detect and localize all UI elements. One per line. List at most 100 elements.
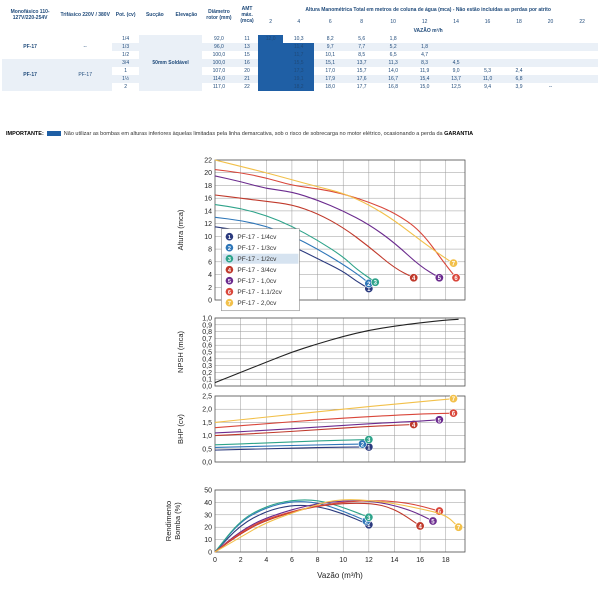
head-value-cell bbox=[534, 51, 567, 59]
head-value-cell: 12,5 bbox=[440, 83, 472, 91]
y-axis-label: RendimentoBomba (%) bbox=[164, 501, 182, 541]
head-curve bbox=[214, 175, 440, 279]
head-value-cell bbox=[534, 67, 567, 75]
head-value-cell bbox=[258, 51, 283, 59]
head-value-cell bbox=[471, 51, 504, 59]
pot-cell: 1½ bbox=[112, 75, 140, 83]
head-value-cell: 10,3 bbox=[283, 35, 315, 43]
head-value-cell bbox=[440, 51, 472, 59]
y-tick-label: 1,0 bbox=[202, 433, 212, 440]
series-marker-eff bbox=[428, 516, 438, 526]
pot-cell: 1 bbox=[112, 67, 140, 75]
panel-frame bbox=[214, 159, 466, 301]
y-tick-label: 10 bbox=[204, 234, 212, 241]
head-value-cell: 15,0 bbox=[408, 83, 441, 91]
series-marker-num: 3 bbox=[367, 438, 371, 444]
series-marker-num: 7 bbox=[457, 526, 461, 532]
series-marker-head bbox=[451, 273, 461, 283]
head-value-cell: 18,2 bbox=[283, 83, 315, 91]
flow-header: 12 bbox=[421, 18, 428, 25]
y-axis-label: NPSH (mca) bbox=[176, 330, 185, 373]
pot-cell: 2 bbox=[112, 83, 140, 91]
head-value-cell: 19,1 bbox=[283, 75, 315, 83]
x-tick-label: 2 bbox=[239, 557, 243, 564]
eff-curve bbox=[214, 504, 370, 553]
head-curve bbox=[214, 159, 454, 264]
head-value-cell bbox=[503, 43, 535, 51]
header-succao: Sucção bbox=[145, 11, 164, 18]
warning-swatch bbox=[46, 131, 61, 137]
series-marker-num: 7 bbox=[452, 397, 456, 403]
legend-item: PF-17 - 1,0cv bbox=[237, 278, 277, 285]
y-tick-label: 50 bbox=[204, 488, 212, 495]
header-amt: AMT máx. (mca) bbox=[240, 5, 254, 24]
series-marker-bhp bbox=[448, 408, 458, 418]
x-tick-label: 4 bbox=[264, 557, 268, 564]
warning-text: Não utilizar as bombas em alturas inferi… bbox=[63, 131, 443, 137]
table-row: PF-17 -- 1/4 50mm Soldável 92,0 11 12,0 10,3 8,2… bbox=[2, 35, 598, 91]
series-marker-num: 4 bbox=[412, 276, 416, 282]
table-row: 2 117,0 22 18,2 18,0 17,7 16,8 15,0 12,5 9,4 3,9 -- bbox=[2, 83, 598, 91]
series-marker-num: 5 bbox=[431, 520, 435, 526]
head-value-cell: 14,0 bbox=[377, 67, 409, 75]
legend-item: PF-17 - 1/3cv bbox=[237, 245, 277, 252]
y-tick-label: 12 bbox=[204, 221, 212, 228]
panel-frame bbox=[214, 489, 466, 553]
legend-item: PF-17 - 3/4cv bbox=[237, 267, 277, 274]
y-tick-label: 20 bbox=[204, 170, 212, 177]
head-curve bbox=[214, 194, 414, 279]
head-value-cell: 11,3 bbox=[377, 59, 409, 67]
head-value-cell bbox=[534, 43, 567, 51]
head-value-cell bbox=[408, 35, 441, 43]
head-value-cell: 6,5 bbox=[377, 51, 409, 59]
flow-header: 18 bbox=[516, 18, 522, 25]
head-value-cell: 13,7 bbox=[440, 75, 472, 83]
series-marker-num: 1 bbox=[367, 445, 371, 451]
pot-cell: 3/4 bbox=[112, 59, 140, 67]
series-marker-num: 6 bbox=[454, 276, 458, 282]
series-marker-num: 5 bbox=[438, 276, 442, 282]
head-value-cell bbox=[534, 35, 567, 43]
x-tick-label: 0 bbox=[213, 557, 217, 564]
head-value-cell bbox=[566, 75, 598, 83]
head-value-cell: 11,0 bbox=[471, 75, 504, 83]
y-tick-label: 0,7 bbox=[202, 336, 212, 343]
flow-header: 22 bbox=[579, 18, 585, 25]
flow-header: 8 bbox=[360, 18, 364, 25]
diam-cell: 100,0 bbox=[202, 59, 236, 67]
y-tick-label: 0 bbox=[208, 298, 212, 305]
y-tick-label: 16 bbox=[204, 196, 212, 203]
head-value-cell bbox=[471, 35, 504, 43]
head-value-cell: 15,4 bbox=[408, 75, 441, 83]
series-marker-num: 7 bbox=[452, 262, 456, 268]
y-tick-label: 2 bbox=[208, 285, 212, 292]
flow-header: 4 bbox=[297, 18, 301, 25]
series-marker-bhp bbox=[448, 394, 458, 404]
y-tick-label: 2,5 bbox=[202, 394, 212, 401]
series-marker-eff bbox=[454, 522, 464, 532]
table-row: 1 107,0 20 17,3 17,0 15,7 14,0 11,9 9,0 5,3 2,4 bbox=[2, 67, 598, 75]
model-mono: PF-17 bbox=[2, 35, 59, 59]
x-axis-label: Vazão (m³/h) bbox=[317, 571, 363, 580]
eff-curve bbox=[214, 500, 440, 553]
head-value-cell: 17,9 bbox=[314, 75, 346, 83]
eff-curve bbox=[214, 499, 459, 553]
table-row: 1½ 114,0 21 19,1 17,9 17,6 16,7 15,4 13,7 11,0 6,8 bbox=[2, 75, 598, 83]
legend-marker bbox=[225, 232, 234, 241]
header-tri: Trifásico 220V / 380V bbox=[60, 11, 110, 18]
flow-header: 14 bbox=[453, 18, 459, 25]
head-value-cell: 1,8 bbox=[408, 43, 441, 51]
series-marker-head bbox=[370, 277, 380, 287]
head-value-cell: 6,8 bbox=[503, 75, 535, 83]
y-tick-label: 0,2 bbox=[202, 370, 212, 377]
head-value-cell: 16,8 bbox=[377, 83, 409, 91]
y-tick-label: 0,9 bbox=[202, 322, 212, 329]
x-tick-label: 6 bbox=[290, 557, 294, 564]
bhp-curve bbox=[214, 446, 369, 451]
y-tick-label: 4 bbox=[208, 272, 212, 279]
series-marker-head bbox=[448, 258, 458, 268]
head-value-cell: 5,6 bbox=[345, 35, 378, 43]
model-mono-2: PF-17 bbox=[2, 59, 59, 91]
head-value-cell bbox=[534, 75, 567, 83]
head-value-cell bbox=[503, 51, 535, 59]
